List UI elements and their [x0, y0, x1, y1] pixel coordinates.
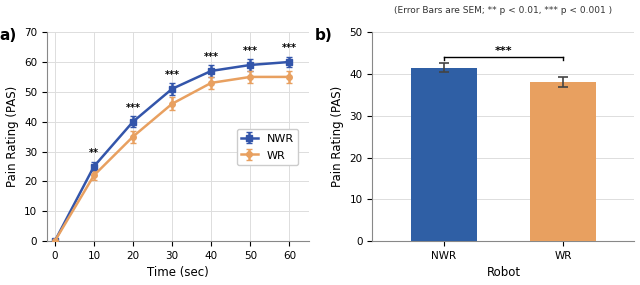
Text: (Error Bars are SEM; **: (Error Bars are SEM; ** [0, 284, 1, 285]
Text: a): a) [0, 28, 17, 43]
Text: (Error Bars are SEM; ** p < 0.01, *** p < 0.001 ): (Error Bars are SEM; ** p < 0.01, *** p … [394, 6, 612, 15]
Text: ***: *** [282, 43, 297, 53]
Y-axis label: Pain Rating (PAS): Pain Rating (PAS) [331, 86, 344, 187]
Text: ***: *** [243, 46, 258, 56]
X-axis label: Robot: Robot [486, 266, 520, 280]
Bar [411, 68, 477, 241]
Text: ***: *** [495, 46, 512, 56]
Text: b): b) [315, 28, 333, 43]
Text: ***: *** [125, 103, 141, 113]
Bar [531, 82, 596, 241]
X-axis label: Time (sec): Time (sec) [147, 266, 209, 280]
Text: ***: *** [204, 52, 219, 62]
Text: **: ** [89, 148, 99, 158]
Text: p: p [0, 284, 1, 285]
Y-axis label: Pain Rating (PAS): Pain Rating (PAS) [6, 86, 19, 187]
Text: ***: *** [164, 70, 180, 80]
Legend: NWR, WR: NWR, WR [237, 129, 298, 165]
